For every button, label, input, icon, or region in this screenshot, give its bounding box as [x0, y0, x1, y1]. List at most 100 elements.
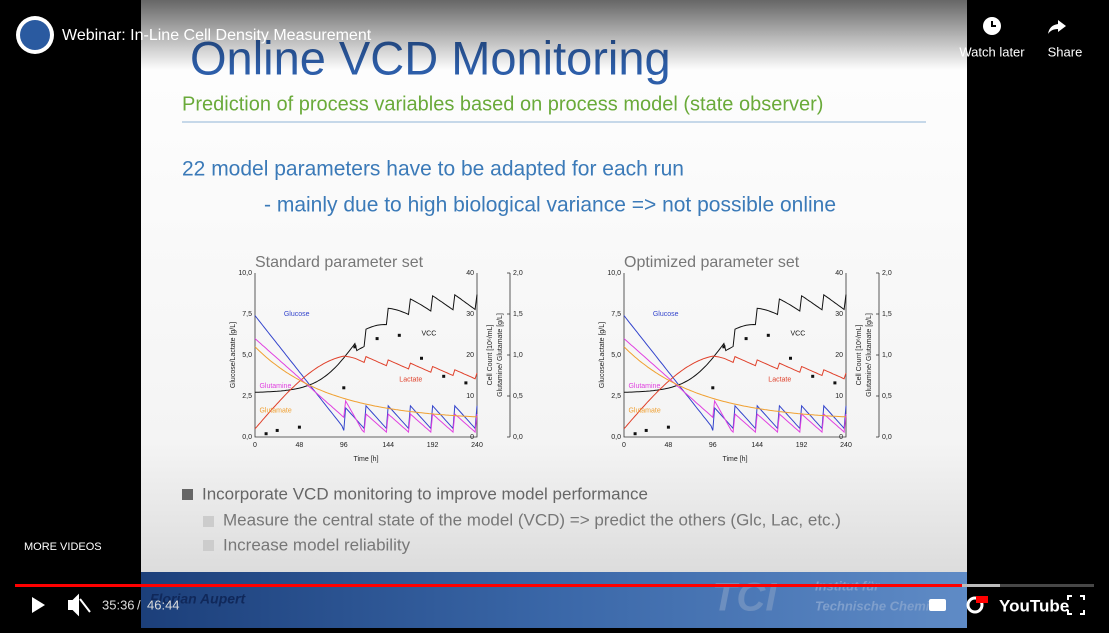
y3-tick-label: 0,0 [513, 434, 523, 441]
bullet-text: Increase model reliability [223, 535, 411, 554]
x-tick-label: 96 [340, 442, 348, 449]
y3-tick-label: 1,5 [882, 311, 892, 318]
bullet [182, 489, 193, 500]
y-tick-label: 2,5 [611, 393, 621, 400]
series-label: Glutamine [259, 383, 291, 390]
series-label: VCC [791, 331, 806, 338]
y3-tick-label: 1,0 [882, 352, 892, 359]
series-label: Glucose [284, 311, 310, 318]
model-curve [254, 346, 478, 418]
captions-button[interactable] [929, 599, 946, 611]
series-label: Glutamate [259, 408, 291, 415]
y2-tick-label: 30 [835, 311, 843, 318]
x-tick-label: 0 [253, 442, 257, 449]
measurement-point [711, 386, 715, 390]
tci-logo: TCI [712, 576, 777, 620]
measurement-point [464, 381, 468, 385]
chart-title: Standard parameter set [255, 254, 424, 271]
measurement-point [644, 428, 648, 432]
bullet-text: Measure the central state of the model (… [223, 510, 841, 529]
y2-tick-label: 0 [839, 434, 843, 441]
measurement-point [766, 333, 770, 337]
top-shade [0, 0, 1109, 70]
duration: 46:44 [147, 597, 180, 612]
y2-tick-label: 30 [466, 311, 474, 318]
y2-tick-label: 20 [835, 352, 843, 359]
y2-axis-label: Cell Count [10⁶/mL] [487, 325, 494, 386]
channel-avatar-inner [20, 20, 50, 50]
bullet-text: Incorporate VCD monitoring to improve mo… [202, 484, 648, 503]
model-curve [254, 293, 478, 393]
bullet [203, 516, 214, 527]
x-tick-label: 48 [665, 442, 673, 449]
measurement-point [442, 374, 446, 378]
x-tick-label: 240 [471, 442, 483, 449]
y-axis-label: Glucose/Lactate [g/L] [230, 322, 237, 388]
measurement-point [375, 337, 379, 341]
fullscreen-button[interactable] [1067, 595, 1085, 615]
y-tick-label: 10,0 [238, 270, 252, 277]
hd-badge [976, 596, 988, 603]
y2-tick-label: 10 [835, 393, 843, 400]
model-curve [623, 293, 847, 393]
x-tick-label: 144 [382, 442, 394, 449]
x-tick-label: 192 [796, 442, 808, 449]
y3-tick-label: 2,0 [882, 270, 892, 277]
measurement-point [833, 381, 837, 385]
series-label: Glutamine [628, 383, 660, 390]
chart-title: Optimized parameter set [624, 254, 800, 271]
model-curve [623, 346, 847, 418]
y2-tick-label: 10 [466, 393, 474, 400]
more-videos[interactable]: MORE VIDEOS [24, 541, 102, 553]
y3-tick-label: 0,5 [882, 393, 892, 400]
x-tick-label: 240 [840, 442, 852, 449]
y3-axis-label: Glutamine/ Glutamate [g/L] [497, 313, 504, 397]
y-tick-label: 0,0 [611, 434, 621, 441]
y2-tick-label: 20 [466, 352, 474, 359]
x-tick-label: 0 [622, 442, 626, 449]
clock-hands [991, 21, 996, 27]
y-tick-label: 7,5 [242, 311, 252, 318]
model-curve [254, 338, 478, 434]
y2-tick-label: 40 [466, 270, 474, 277]
x-tick-label: 96 [709, 442, 717, 449]
watch-later[interactable]: Watch later [959, 44, 1025, 59]
y2-tick-label: 40 [835, 270, 843, 277]
slide [141, 0, 967, 590]
y3-tick-label: 1,0 [513, 352, 523, 359]
measurement-point [666, 425, 670, 429]
y2-tick-label: 0 [470, 434, 474, 441]
measurement-point [297, 425, 301, 429]
series-label: Lactate [768, 376, 791, 383]
model-curve [623, 338, 847, 434]
x-axis-label: Time [h] [722, 456, 747, 463]
settings-button[interactable] [966, 596, 984, 614]
bullet [203, 540, 214, 551]
slide-footer [141, 572, 967, 628]
y-tick-label: 5,0 [242, 352, 252, 359]
measurement-point [275, 428, 279, 432]
measurement-point [633, 432, 637, 436]
y-axis-label: Glucose/Lactate [g/L] [599, 322, 606, 388]
measurement-point [722, 345, 726, 349]
measurement-point [811, 374, 815, 378]
video-title[interactable]: Webinar: In-Line Cell Density Measuremen… [62, 27, 372, 44]
share[interactable]: Share [1048, 44, 1083, 59]
model-curve [623, 355, 847, 430]
measurement-point [789, 356, 792, 360]
series-label: VCC [422, 331, 437, 338]
y3-tick-label: 1,5 [513, 311, 523, 318]
measurement-point [342, 386, 346, 390]
slide-text: 22 model parameters have to be adapted f… [182, 158, 684, 181]
y3-tick-label: 2,0 [513, 270, 523, 277]
series-label: Lactate [399, 376, 422, 383]
youtube-logo[interactable]: YouTube [999, 596, 1069, 615]
play-button[interactable] [32, 597, 45, 613]
mute-button[interactable] [68, 593, 91, 617]
measurement-point [353, 345, 357, 349]
share-icon[interactable] [1048, 20, 1066, 34]
x-tick-label: 192 [427, 442, 439, 449]
y3-tick-label: 0,0 [882, 434, 892, 441]
x-axis-label: Time [h] [353, 456, 378, 463]
